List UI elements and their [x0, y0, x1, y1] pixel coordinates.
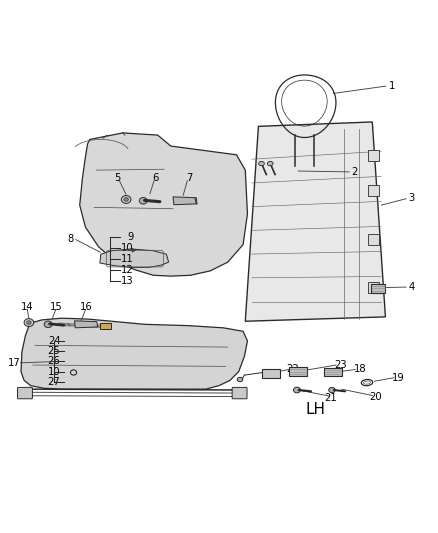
- Ellipse shape: [124, 198, 128, 201]
- FancyBboxPatch shape: [232, 387, 247, 399]
- Text: 1: 1: [389, 81, 395, 91]
- FancyBboxPatch shape: [262, 369, 280, 378]
- FancyBboxPatch shape: [368, 150, 379, 161]
- FancyBboxPatch shape: [368, 282, 379, 293]
- Text: 7: 7: [186, 173, 192, 183]
- Ellipse shape: [328, 387, 336, 393]
- Text: 8: 8: [68, 235, 74, 244]
- Text: 14: 14: [21, 302, 33, 312]
- Text: 2: 2: [352, 167, 358, 177]
- FancyBboxPatch shape: [100, 324, 111, 329]
- Polygon shape: [21, 318, 247, 389]
- FancyBboxPatch shape: [371, 284, 385, 293]
- Text: 19: 19: [392, 373, 405, 383]
- Text: 4: 4: [409, 282, 415, 292]
- Ellipse shape: [237, 377, 243, 382]
- Ellipse shape: [44, 321, 52, 328]
- Text: 6: 6: [152, 173, 159, 183]
- Text: 24: 24: [48, 336, 60, 346]
- Text: 22: 22: [286, 365, 299, 374]
- Polygon shape: [74, 321, 98, 328]
- Text: 27: 27: [48, 377, 60, 387]
- FancyBboxPatch shape: [368, 233, 379, 245]
- Ellipse shape: [267, 161, 273, 166]
- Ellipse shape: [24, 319, 34, 327]
- Polygon shape: [245, 122, 385, 321]
- Ellipse shape: [27, 321, 31, 324]
- Polygon shape: [173, 197, 197, 205]
- Text: 25: 25: [48, 346, 60, 356]
- Ellipse shape: [258, 161, 264, 166]
- FancyBboxPatch shape: [18, 387, 32, 399]
- Text: 13: 13: [121, 276, 134, 286]
- Text: 18: 18: [354, 365, 366, 374]
- Text: 10: 10: [48, 367, 60, 377]
- Polygon shape: [80, 133, 247, 276]
- Text: 23: 23: [335, 360, 347, 369]
- Text: LH: LH: [305, 402, 325, 417]
- Text: 21: 21: [324, 393, 337, 403]
- Polygon shape: [100, 249, 169, 268]
- Ellipse shape: [293, 387, 300, 393]
- Text: 10: 10: [121, 243, 134, 253]
- Text: 5: 5: [114, 173, 120, 183]
- Text: 17: 17: [8, 358, 21, 368]
- FancyBboxPatch shape: [289, 367, 307, 376]
- FancyBboxPatch shape: [368, 185, 379, 197]
- Text: 3: 3: [409, 193, 415, 203]
- Text: 15: 15: [49, 302, 63, 312]
- Text: 9: 9: [127, 232, 134, 242]
- Ellipse shape: [139, 198, 147, 204]
- Ellipse shape: [121, 196, 131, 204]
- Text: 12: 12: [121, 264, 134, 274]
- FancyBboxPatch shape: [324, 368, 342, 376]
- Text: 20: 20: [370, 392, 382, 402]
- Text: 11: 11: [121, 254, 134, 264]
- Text: 26: 26: [48, 356, 60, 366]
- Text: 16: 16: [79, 302, 92, 312]
